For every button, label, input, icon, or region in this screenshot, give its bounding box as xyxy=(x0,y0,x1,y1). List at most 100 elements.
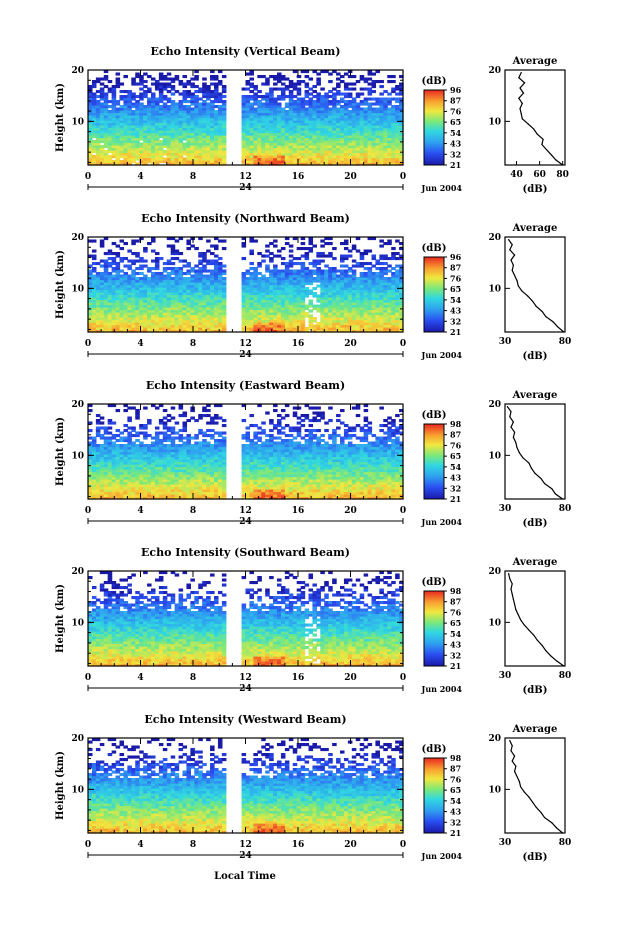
heatmap-cell xyxy=(174,145,180,149)
heatmap-cell xyxy=(103,145,109,149)
heatmap-cell xyxy=(296,160,302,164)
heatmap-cell xyxy=(395,135,400,139)
heatmap-cell xyxy=(371,307,377,311)
heatmap-cell xyxy=(367,117,373,121)
heatmap-cell xyxy=(277,120,282,124)
heatmap-cell xyxy=(284,105,290,109)
heatmap-cell xyxy=(107,147,113,151)
heatmap-cell xyxy=(284,112,290,116)
heatmap-cell xyxy=(347,92,353,96)
heatmap-cell xyxy=(308,314,314,318)
heatmap-cell xyxy=(170,319,176,323)
heatmap-cell xyxy=(202,274,207,278)
heatmap-cell xyxy=(154,97,160,101)
heatmap-cell xyxy=(127,322,132,326)
heatmap-cell xyxy=(351,117,357,121)
heatmap-cell xyxy=(253,135,258,139)
heatmap-cell xyxy=(395,150,400,154)
heatmap-cell xyxy=(178,127,184,131)
heatmap-cell xyxy=(115,289,121,293)
heatmap-cell xyxy=(292,319,298,323)
heatmap-cell xyxy=(139,292,144,296)
heatmap-cell xyxy=(324,142,329,146)
heatmap-cell xyxy=(147,302,152,306)
heatmap-cell xyxy=(296,304,302,308)
heatmap-cell xyxy=(135,95,140,99)
heatmap-cell xyxy=(139,282,144,286)
heatmap-cell xyxy=(241,110,247,114)
heatmap-cell xyxy=(245,137,251,141)
heatmap-cell xyxy=(115,456,121,460)
heatmap-cell xyxy=(292,287,298,291)
heatmap-cell xyxy=(375,150,380,154)
heatmap-cell xyxy=(269,252,274,256)
profile-frame xyxy=(504,69,566,166)
heatmap-cell xyxy=(359,102,365,106)
heatmap-cell xyxy=(265,284,270,288)
heatmap-cell xyxy=(198,90,203,94)
heatmap-cell xyxy=(269,132,274,136)
heatmap-cell xyxy=(359,130,365,134)
heatmap-cell xyxy=(273,155,278,159)
heatmap-cell xyxy=(296,80,302,84)
heatmap-cell xyxy=(340,277,345,281)
heatmap-cell xyxy=(131,142,136,146)
heatmap-cell xyxy=(210,262,215,266)
colorbar-label: 76 xyxy=(450,273,462,283)
heatmap-cell xyxy=(277,302,282,306)
heatmap-cell xyxy=(367,282,373,286)
heatmap-cell xyxy=(312,127,317,131)
heatmap-cell xyxy=(107,287,113,291)
heatmap-cell xyxy=(88,142,93,146)
heatmap-cell xyxy=(273,284,278,288)
heatmap-cell xyxy=(253,87,258,91)
heatmap-cell xyxy=(190,294,195,298)
heatmap-cell xyxy=(351,317,357,321)
heatmap-cell xyxy=(147,324,152,328)
heatmap-cell xyxy=(214,127,219,131)
heatmap-cell xyxy=(375,329,380,333)
heatmap-cell xyxy=(123,474,128,478)
heatmap-cell xyxy=(391,105,396,109)
heatmap-cell xyxy=(359,77,365,81)
heatmap-cell xyxy=(300,289,306,293)
heatmap-cell xyxy=(214,92,219,96)
heatmap-cell xyxy=(127,150,132,154)
heatmap-cell xyxy=(304,147,310,151)
heatmap-cell xyxy=(214,247,219,251)
heatmap-cell xyxy=(308,282,314,286)
heatmap-cell xyxy=(343,137,349,141)
heatmap-cell xyxy=(158,314,164,318)
heatmap-cell xyxy=(170,110,176,114)
heatmap-cell xyxy=(292,125,298,129)
heatmap-cell xyxy=(347,277,353,281)
heatmap-cell xyxy=(343,140,349,144)
heatmap-cell xyxy=(367,299,373,303)
heatmap-cell xyxy=(332,272,337,276)
heatmap-cell xyxy=(162,107,168,111)
heatmap-cell xyxy=(166,97,172,101)
heatmap-cell xyxy=(162,115,168,119)
heatmap-cell xyxy=(115,117,121,121)
heatmap-cell xyxy=(174,299,180,303)
heatmap-cell xyxy=(111,100,117,104)
heatmap-cell xyxy=(214,279,219,283)
heatmap-cell xyxy=(158,277,164,281)
heatmap-cell xyxy=(154,317,160,321)
heatmap-cell xyxy=(241,324,247,328)
heatmap-cell xyxy=(95,484,101,488)
heatmap-cell xyxy=(170,247,176,251)
heatmap-cell xyxy=(182,327,188,331)
heatmap-cell xyxy=(399,87,404,91)
heatmap-cell xyxy=(88,254,93,258)
heatmap-cell xyxy=(395,130,400,134)
heatmap-cell xyxy=(206,107,211,111)
heatmap-cell xyxy=(355,312,361,316)
heatmap-cell xyxy=(347,267,353,271)
heatmap-cell xyxy=(107,461,113,465)
heatmap-cell xyxy=(257,130,262,134)
heatmap-cell xyxy=(174,282,180,286)
heatmap-cell xyxy=(88,115,93,119)
heatmap-cell xyxy=(107,155,113,159)
heatmap-cell xyxy=(300,264,306,268)
